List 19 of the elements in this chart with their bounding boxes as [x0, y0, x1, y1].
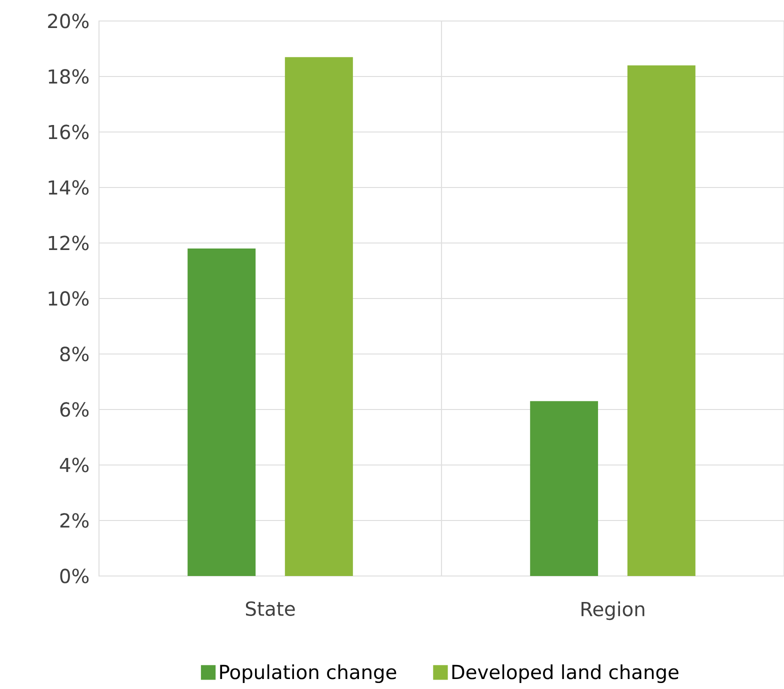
bar: [188, 248, 256, 576]
x-tick-label: Region: [582, 601, 644, 620]
y-tick-label: 14%: [48, 180, 89, 195]
legend-label: Developed land change: [452, 664, 678, 684]
y-tick-label: 6%: [60, 402, 89, 417]
y-tick-label: 20%: [48, 14, 89, 28]
y-tick-label: 4%: [60, 458, 89, 472]
bar: [530, 401, 598, 576]
y-tick-label: 18%: [48, 69, 89, 84]
x-tick-label: State: [246, 601, 295, 616]
y-tick-label: 10%: [48, 291, 89, 306]
y-tick-label: 12%: [48, 236, 89, 250]
bar: [284, 57, 353, 576]
y-tick-label: 2%: [60, 513, 89, 528]
bar: [627, 65, 696, 576]
y-tick-label: 0%: [60, 568, 89, 584]
y-tick-label: 16%: [48, 124, 89, 140]
y-tick-label: 8%: [60, 346, 89, 362]
legend-label: Population change: [220, 664, 396, 684]
